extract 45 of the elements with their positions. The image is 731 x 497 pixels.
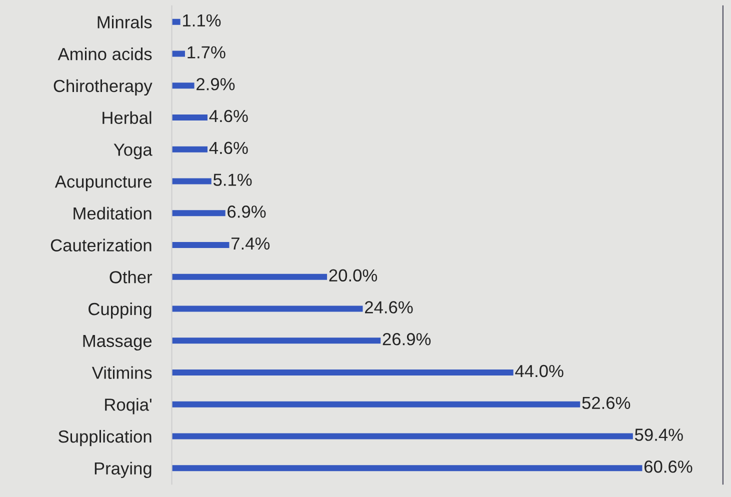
y-tick-label: Cauterization [50,238,152,252]
data-label: 5.1% [213,174,252,186]
bar [172,274,328,280]
bar [172,146,208,152]
y-tick-label: Other [110,270,152,284]
data-label: 4.6% [209,142,248,154]
bar [172,433,633,440]
data-label: 6.9% [228,206,266,218]
y-tick-label: Chirotherapy [54,79,152,96]
bar [172,401,580,408]
bar [172,242,230,248]
bar [172,114,208,121]
y-tick-label: Meditation [74,206,152,220]
bar [172,18,180,25]
data-label: 2.9% [196,78,235,90]
bar [172,82,194,89]
data-label: 59.4% [634,428,683,441]
y-tick-label: Vitimins [92,366,152,379]
y-tick-label: Supplication [58,430,152,446]
bar [172,465,642,472]
y-tick-label: Cupping [88,302,152,319]
bar [172,178,212,184]
y-tick-label: Yoga [114,144,152,160]
data-label: 1.1% [183,14,221,26]
data-label: 7.4% [232,237,270,250]
y-tick-label: Roqia' [105,398,152,414]
data-label: 1.7% [188,46,226,58]
y-tick-label: Herbal [102,111,152,124]
data-label: 24.6% [365,301,413,314]
y-tick-label: Minrals [98,16,152,28]
y-tick-label: Praying [94,462,152,478]
data-label: 44.0% [515,364,564,378]
data-label: 20.0% [329,269,378,282]
data-label: 52.6% [582,396,630,410]
data-label: 60.6% [644,460,692,473]
bar [172,210,226,216]
bar [172,338,381,344]
data-label: 26.9% [382,333,431,346]
data-label: 4.6% [209,110,248,122]
y-tick-label: Acupuncture [54,176,152,192]
bar [172,50,185,57]
y-tick-label: Amino acids [58,47,152,60]
y-tick-label: Massage [83,334,152,351]
bar [172,306,363,312]
bar [172,369,514,376]
